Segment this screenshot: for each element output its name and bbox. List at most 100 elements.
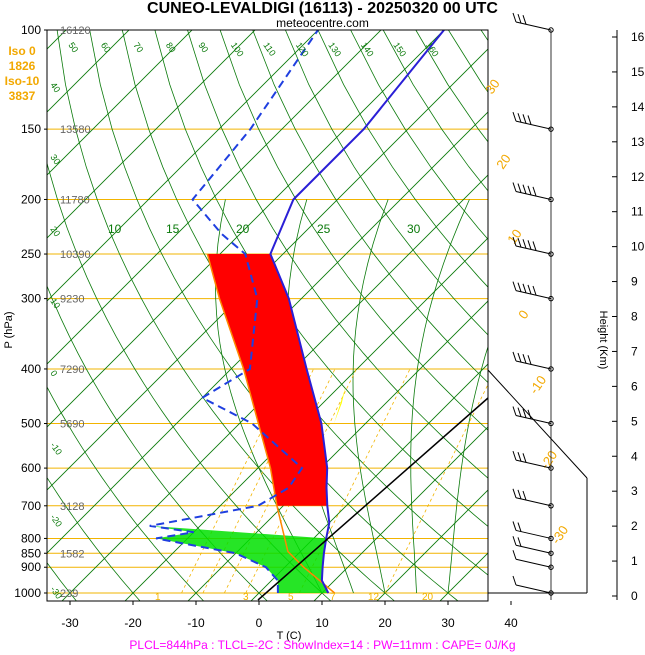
wind-barb-flag (517, 537, 522, 547)
pressure-tick-label: 150 (21, 122, 41, 136)
x-axis-label: T (C) (277, 630, 302, 642)
isotherm-line (47, 30, 67, 50)
dry-adiabat-line (219, 30, 488, 431)
cin-area-red (207, 254, 328, 506)
iso0-value: 1826 (8, 59, 36, 73)
pressure-tick-label: 900 (21, 560, 41, 574)
wind-barb (515, 459, 552, 469)
isotherm-line (439, 552, 488, 601)
axis-layer: 1001502002503004005006007008008509001000… (3, 23, 588, 642)
isotherm-label-left: 0 (48, 368, 59, 378)
isotherm-label-right: 20 (493, 151, 514, 171)
mixing-ratio-label: 7 (330, 592, 336, 603)
wind-barb-flag (517, 282, 522, 292)
wind-barb-flag (522, 453, 527, 463)
footer-cape: CAPE= 0J/Kg (441, 638, 516, 652)
height-tick-label: 15 (631, 65, 645, 79)
dry-adiabat-line (47, 285, 268, 601)
wind-barb-flag (512, 351, 517, 362)
isotherm-line (124, 237, 488, 601)
wind-barb-flag (532, 186, 537, 197)
isotherm-line (47, 30, 130, 113)
isotherm-label: 90 (196, 40, 210, 54)
temperature-tick-label: -20 (124, 616, 142, 630)
isotherm-line (187, 300, 488, 601)
wind-barb (515, 290, 552, 300)
footer-showindex: ShowIndex=14 (283, 638, 364, 652)
wind-barb (515, 190, 552, 200)
plot-frame (46, 29, 489, 602)
yellow-area (333, 386, 346, 424)
isotherm-label: 70 (131, 40, 145, 54)
temperature-tick-label: 20 (378, 616, 392, 630)
y-axis-label: P (hPa) (3, 311, 15, 348)
temperature-tick-label: 40 (504, 616, 518, 630)
isotherm-label: 130 (326, 40, 343, 58)
temperature-line (269, 30, 445, 594)
wind-barb (515, 497, 552, 507)
wind-barb-flag (527, 115, 532, 125)
isotherm-label-left: 10 (48, 296, 62, 310)
wind-barb-flag (517, 237, 522, 248)
wind-barb (515, 558, 552, 568)
isotherm-label: 50 (66, 40, 80, 54)
wind-barb-flag (517, 183, 522, 193)
moist-adiabat-label: 20 (236, 222, 250, 236)
moist-adiabat-line (447, 345, 488, 594)
dry-adiabat-line (56, 30, 396, 601)
mixing-ratio-label: 1 (155, 592, 161, 603)
hodograph-border (487, 369, 588, 479)
isotherm-label: 140 (359, 40, 376, 58)
wind-barb-flag (522, 490, 527, 501)
geopotential-label: 3128 (60, 501, 84, 513)
wind-barb-flag (522, 283, 527, 293)
pressure-tick-label: 400 (21, 362, 41, 376)
geopotential-label: 7290 (60, 364, 84, 376)
grid-layer (47, 30, 645, 605)
height-tick-label: 0 (631, 589, 638, 603)
moist-area-green (149, 525, 329, 593)
geopotential-label: 9230 (60, 294, 84, 306)
wind-barb-flag (512, 281, 517, 291)
pressure-tick-label: 100 (21, 23, 41, 37)
footer-plcl: PLCL=844hPa (129, 638, 208, 652)
geopotential-label: 1582 (60, 548, 84, 560)
geopotential-label: 11780 (60, 194, 90, 206)
wind-barb-flag (527, 284, 532, 295)
moist-adiabat-label: 15 (166, 222, 180, 236)
temperature-tick-label: -30 (61, 616, 79, 630)
lcl-line (257, 397, 489, 601)
isotherm-label: 60 (99, 40, 113, 54)
wind-barb-flag (517, 522, 522, 532)
wind-barb-flag (512, 182, 517, 192)
wind-barb (515, 120, 552, 130)
isotherm-line (47, 30, 256, 239)
wind-barb-flag (522, 354, 527, 364)
wind-barb-flag (517, 113, 522, 123)
wind-barb-flag (522, 114, 527, 124)
isotherm-label-right: 0 (515, 307, 531, 322)
dry-adiabat-line (514, 30, 645, 605)
wind-barb-flag (517, 489, 522, 500)
geopotential-label: 13580 (60, 124, 91, 136)
mixing-ratio-label: 20 (422, 592, 434, 603)
wind-barb-flag (512, 450, 517, 461)
wind-barb-flag (522, 239, 527, 249)
moist-adiabat-label: 25 (317, 222, 331, 236)
wind-barb-flag (517, 352, 522, 363)
height-tick-label: 6 (631, 379, 638, 393)
mixing-ratio-label: 5 (288, 592, 294, 603)
dry-adiabat-line (480, 30, 488, 42)
isotherm-label-left: -10 (48, 440, 64, 456)
dry-adiabat-line (47, 562, 77, 601)
wind-barb-flag (512, 111, 517, 122)
info-box: Iso 0 1826 Iso-10 3837 (0, 44, 44, 104)
iso10-label: Iso-10 (4, 74, 40, 88)
wind-barb-flag (517, 407, 522, 417)
height-tick-label: 16 (631, 30, 645, 44)
isotherm-label-left: -20 (48, 512, 64, 528)
isotherm-label: 100 (229, 40, 246, 58)
temperature-tick-label: -10 (187, 616, 205, 630)
dry-adiabat-line (448, 30, 488, 93)
